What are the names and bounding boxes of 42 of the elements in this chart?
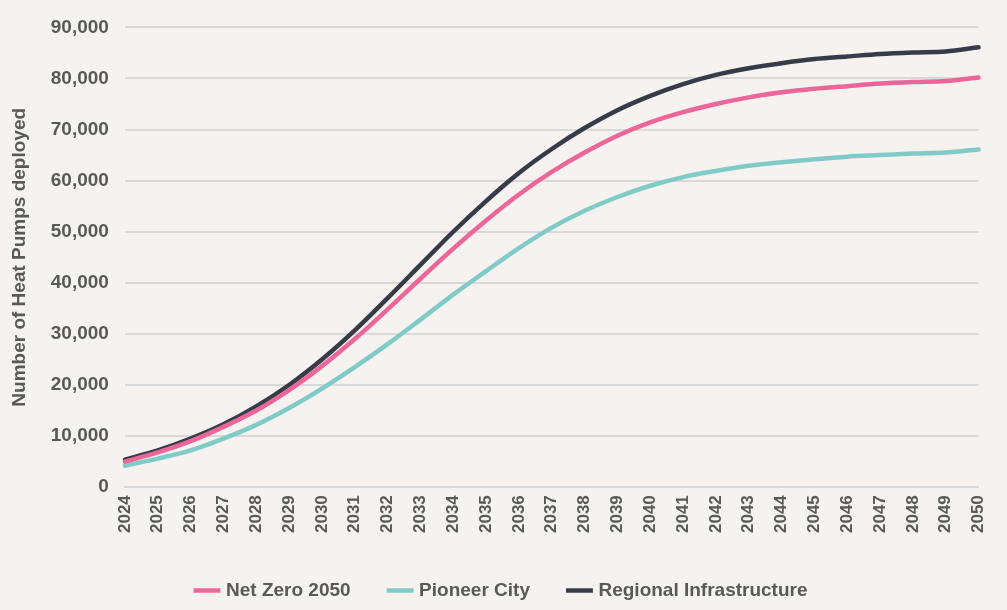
x-tick-label: 2045 xyxy=(804,495,824,534)
x-tick-label: 2034 xyxy=(442,494,462,534)
x-tick-label: 2030 xyxy=(311,495,331,534)
x-tick-label: 2050 xyxy=(968,495,988,534)
x-tick-label: 2048 xyxy=(902,495,922,534)
y-tick-label: 30,000 xyxy=(50,322,109,344)
x-tick-label: 2026 xyxy=(180,495,200,534)
x-tick-label: 2043 xyxy=(738,495,758,534)
y-tick-label: 50,000 xyxy=(50,219,109,241)
x-tick-label: 2037 xyxy=(541,495,561,534)
line-series xyxy=(122,147,981,468)
x-tick-label: 2025 xyxy=(147,495,167,534)
y-tick-label: 70,000 xyxy=(50,117,109,139)
y-axis-title: Number of Heat Pumps deployed xyxy=(7,107,29,407)
x-tick-label: 2029 xyxy=(278,495,298,534)
x-tick-label: 2044 xyxy=(771,494,791,534)
x-tick-label: 2028 xyxy=(245,495,265,534)
x-tick-label: 2046 xyxy=(836,495,856,534)
x-tick-label: 2039 xyxy=(607,495,627,534)
y-tick-label: 10,000 xyxy=(50,424,109,446)
legend-label: Net Zero 2050 xyxy=(225,578,351,600)
x-tick-label: 2049 xyxy=(935,495,955,534)
legend-label: Pioneer City xyxy=(419,578,531,600)
x-tick-label: 2035 xyxy=(475,495,495,534)
x-tick-label: 2038 xyxy=(574,495,594,534)
y-tick-label: 20,000 xyxy=(50,373,109,395)
y-tick-label: 60,000 xyxy=(50,168,109,190)
x-tick-label: 2032 xyxy=(377,495,397,534)
x-tick-label: 2047 xyxy=(869,495,889,534)
y-tick-label: 0 xyxy=(98,475,109,497)
y-tick-label: 80,000 xyxy=(50,66,109,88)
x-tick-label: 2033 xyxy=(410,495,430,534)
x-tick-label: 2042 xyxy=(705,495,725,534)
x-tick-label: 2036 xyxy=(508,495,528,534)
legend-label: Regional Infrastructure xyxy=(598,578,808,600)
y-tick-label: 90,000 xyxy=(50,15,109,37)
x-tick-label: 2041 xyxy=(672,495,692,534)
x-tick-label: 2031 xyxy=(344,495,364,534)
y-tick-label: 40,000 xyxy=(50,271,109,293)
x-tick-label: 2040 xyxy=(639,495,659,534)
x-tick-label: 2027 xyxy=(213,495,233,534)
x-tick-label: 2024 xyxy=(114,494,134,534)
